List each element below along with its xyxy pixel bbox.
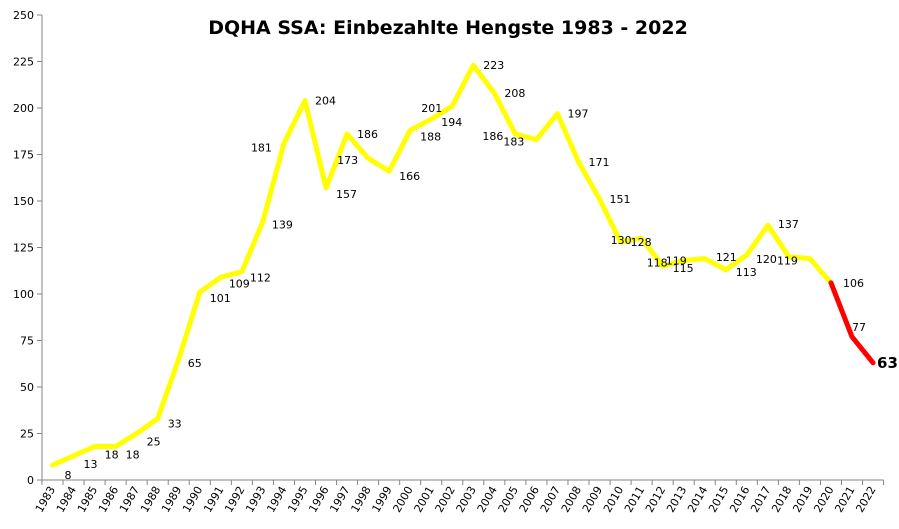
- x-tick-label: 1998: [348, 484, 373, 515]
- data-label: 183: [503, 136, 524, 149]
- data-label: 119: [666, 255, 687, 268]
- x-tick-label: 2022: [853, 484, 878, 515]
- data-label: 151: [610, 193, 631, 206]
- y-tick-label: 25: [20, 428, 34, 441]
- chart-title: DQHA SSA: Einbezahlte Hengste 1983 - 202…: [208, 17, 688, 39]
- y-tick-label: 0: [27, 474, 34, 487]
- data-label: 118: [647, 257, 668, 270]
- data-label: 137: [778, 218, 799, 231]
- data-label: 186: [482, 130, 503, 143]
- data-label: 139: [272, 218, 293, 231]
- data-label: 115: [673, 262, 694, 275]
- data-labels: 8 13 18 18 25 33 65 101 109 112 139 181 204 157 186 173…: [65, 59, 898, 482]
- x-tick-label: 1988: [138, 484, 163, 515]
- x-tick-label: 2007: [538, 484, 563, 515]
- data-label: 109: [229, 277, 250, 290]
- data-label: 188: [420, 130, 441, 143]
- x-tick-label: 2016: [727, 484, 752, 515]
- x-tick-label: 1987: [117, 484, 142, 515]
- x-tick-label: 2017: [748, 484, 773, 515]
- data-label: 208: [504, 87, 525, 100]
- data-label: 113: [736, 266, 757, 279]
- x-tick-label: 1993: [243, 484, 268, 515]
- x-tick-label: 2012: [643, 484, 668, 515]
- x-tick-label: 2014: [685, 484, 710, 515]
- x-tick-label: 2015: [706, 484, 731, 515]
- data-label: 106: [843, 277, 864, 290]
- data-label: 77: [852, 321, 866, 334]
- data-label: 18: [105, 449, 119, 462]
- data-label: 65: [188, 357, 202, 370]
- data-label: 223: [483, 59, 504, 72]
- x-tick-label: 2018: [769, 484, 794, 515]
- data-label: 186: [357, 128, 378, 141]
- x-tick-label: 2019: [790, 484, 815, 515]
- data-label: 181: [251, 141, 272, 154]
- series-line-main: [50, 62, 834, 468]
- series-line: [50, 62, 876, 468]
- x-tick-label: 1999: [369, 484, 394, 515]
- x-tick-label: 2013: [664, 484, 689, 515]
- x-tick-label: 1991: [201, 484, 226, 515]
- x-tick-label: 2003: [454, 484, 479, 515]
- y-tick-label: 200: [13, 102, 34, 115]
- x-tick-label: 2021: [832, 484, 857, 515]
- data-label: 119: [777, 255, 798, 268]
- x-tick-label: 1997: [327, 484, 352, 515]
- x-tick-label: 2002: [433, 484, 458, 515]
- data-label: 128: [631, 236, 652, 249]
- series-line-highlight: [828, 280, 876, 366]
- x-tick-label: 1985: [75, 484, 100, 515]
- x-tick-label: 2011: [622, 484, 647, 515]
- y-tick-label: 225: [13, 56, 34, 69]
- x-tick-label: 2008: [559, 484, 584, 515]
- x-tick-label: 1994: [264, 484, 289, 515]
- x-tick-label: 1986: [96, 484, 121, 515]
- data-label: 166: [399, 170, 420, 183]
- y-tick-label: 50: [20, 381, 34, 394]
- data-label: 8: [65, 469, 72, 482]
- x-tick-label: 2000: [391, 484, 416, 515]
- data-label: 194: [441, 116, 462, 129]
- y-tick-label: 125: [13, 242, 34, 255]
- y-tick-label: 100: [13, 288, 34, 301]
- data-label: 157: [336, 188, 357, 201]
- x-tick-label: 1990: [180, 484, 205, 515]
- x-tick-label: 1992: [222, 484, 247, 515]
- data-label: 120: [756, 253, 777, 266]
- y-axis: 0 25 50 75 100 125 150 175 200 225 250: [13, 9, 43, 487]
- data-label: 130: [611, 234, 632, 247]
- data-label: 18: [126, 449, 140, 462]
- x-tick-label: 1983: [33, 484, 58, 515]
- data-label: 121: [716, 251, 737, 264]
- x-tick-label: 2001: [412, 484, 437, 515]
- x-tick-label: 2006: [517, 484, 542, 515]
- x-tick-label: 2009: [580, 484, 605, 515]
- data-label: 171: [589, 156, 610, 169]
- x-tick-label: 2020: [811, 484, 836, 515]
- x-axis: 1983198419851986198719881989199019911992…: [33, 479, 885, 515]
- data-label: 204: [315, 95, 336, 108]
- data-label: 112: [250, 272, 271, 285]
- data-label: 33: [168, 418, 182, 431]
- data-label: 101: [210, 292, 231, 305]
- y-tick-label: 250: [13, 9, 34, 22]
- data-label: 201: [421, 102, 442, 115]
- data-label: 13: [84, 458, 98, 471]
- x-tick-label: 1996: [306, 484, 331, 515]
- x-tick-label: 1995: [285, 484, 310, 515]
- x-tick-label: 1989: [159, 484, 184, 515]
- data-label: 25: [147, 436, 161, 449]
- data-label: 173: [337, 154, 358, 167]
- y-tick-label: 150: [13, 195, 34, 208]
- x-tick-label: 2010: [601, 484, 626, 515]
- data-label: 63: [877, 354, 898, 372]
- data-label: 197: [567, 108, 588, 121]
- y-tick-label: 75: [20, 335, 34, 348]
- x-tick-label: 2005: [496, 484, 521, 515]
- y-tick-label: 175: [13, 149, 34, 162]
- x-tick-label: 2004: [475, 484, 500, 515]
- x-tick-label: 1984: [54, 484, 79, 515]
